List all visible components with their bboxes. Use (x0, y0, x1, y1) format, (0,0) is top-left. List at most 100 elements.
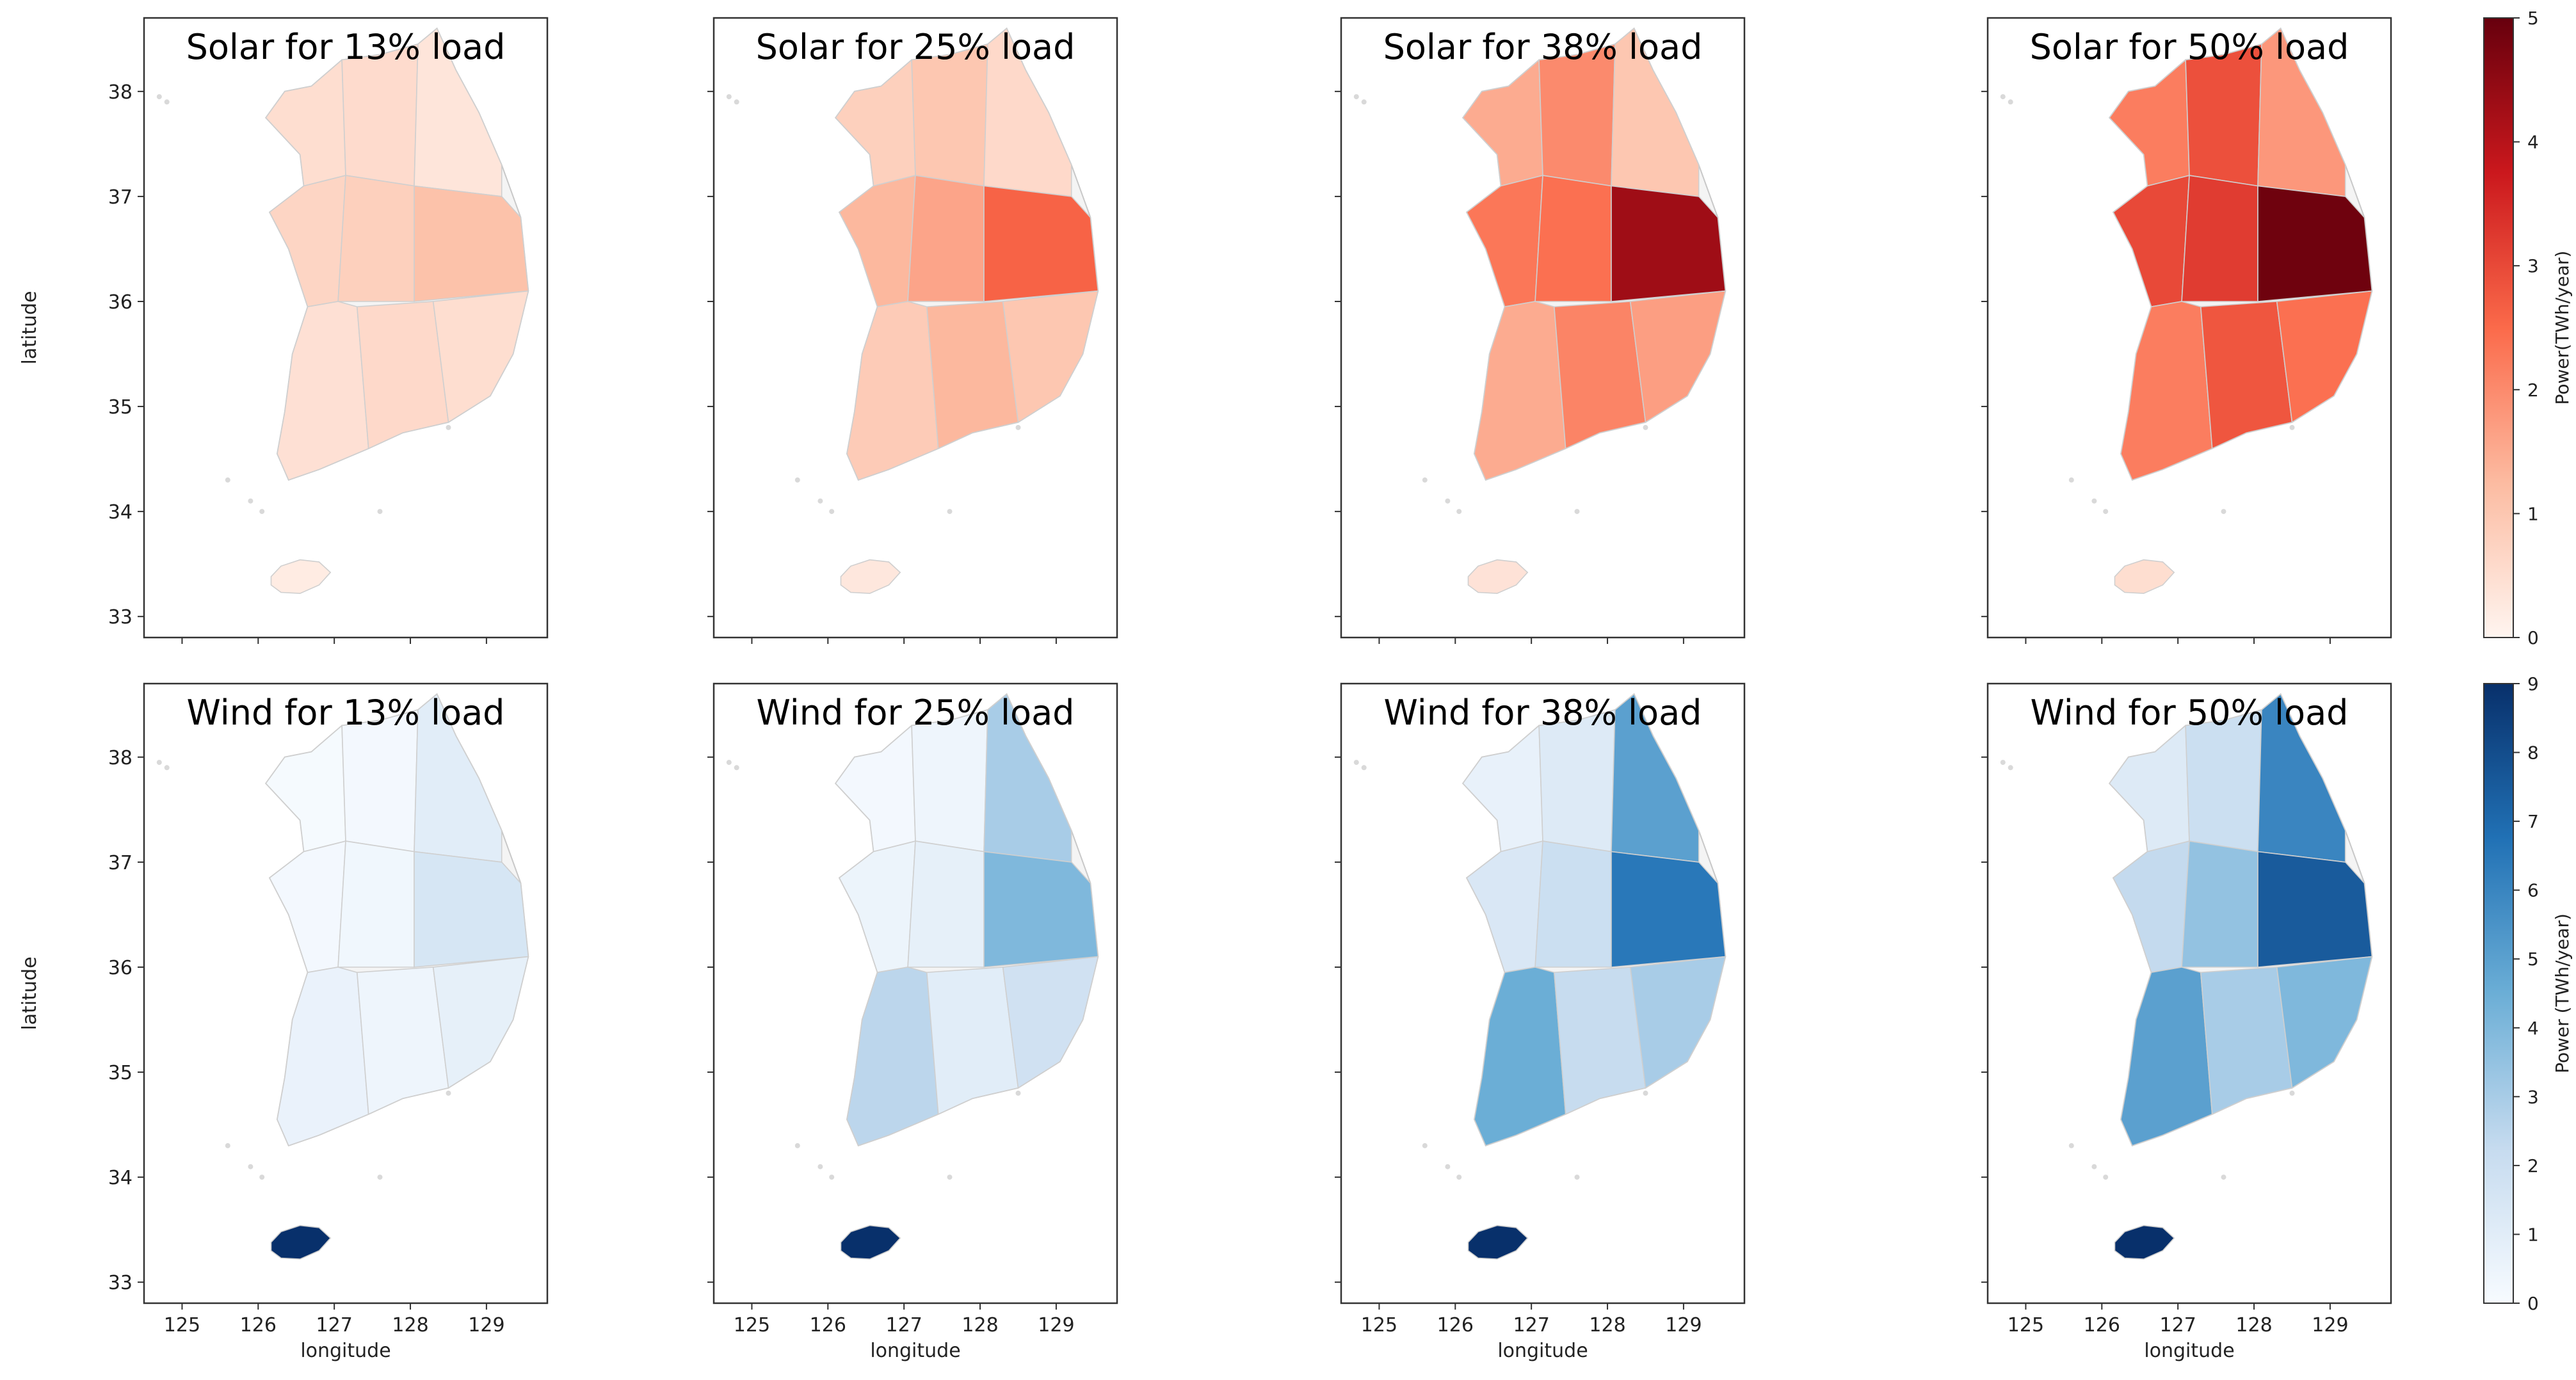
panel-5: Wind for 13% load 33 34 35 36 37 38 125 126 127 12… (19, 682, 549, 1362)
x-axis-label: longitude (1497, 1340, 1588, 1362)
region-east-central (1611, 185, 1727, 302)
island (726, 760, 732, 766)
island (225, 477, 230, 483)
region-southeast (432, 290, 529, 424)
island (1456, 1175, 1462, 1180)
region-east-central (2257, 185, 2373, 302)
panel-title: Solar for 38% load (1383, 27, 1703, 67)
region-east-central (414, 185, 529, 302)
island (2091, 1164, 2097, 1169)
island (1643, 1090, 1648, 1096)
y-tick-label: 34 (108, 501, 133, 524)
panel-title: Solar for 50% load (2030, 27, 2349, 67)
colorbar-gradient (2483, 683, 2514, 1304)
region-east-central (1611, 851, 1727, 968)
colorbar-label: Power(TWh/year) (2552, 251, 2573, 405)
region-south-central (926, 967, 1019, 1115)
x-axis-label: longitude (300, 1340, 390, 1362)
colorbar-label: Power (TWh/year) (2552, 913, 2573, 1073)
panel-4: Solar for 50% load (1981, 17, 2392, 644)
island (1574, 509, 1580, 515)
region-central (907, 175, 985, 302)
colorbar-tick-label: 1 (2527, 1224, 2539, 1245)
island (2289, 1090, 2295, 1096)
x-tick-label: 125 (734, 1314, 770, 1336)
island (1445, 498, 1451, 504)
colorbar-tick-label: 6 (2527, 880, 2539, 901)
colorbar-gradient (2483, 17, 2514, 638)
region-south-central (2200, 967, 2293, 1115)
island (734, 99, 739, 105)
panel-title: Solar for 13% load (186, 27, 506, 67)
y-tick-label: 35 (108, 1062, 133, 1084)
x-tick-label: 125 (2008, 1314, 2044, 1336)
region-jeju (840, 1224, 901, 1260)
colorbar-tick-label: 3 (2527, 255, 2539, 277)
island (1353, 94, 1359, 100)
x-axis-label: longitude (2144, 1340, 2234, 1362)
x-tick-label: 126 (2084, 1314, 2120, 1336)
x-tick-label: 128 (2235, 1314, 2272, 1336)
colorbar-tick-label: 5 (2527, 949, 2539, 970)
x-tick-label: 129 (2312, 1314, 2348, 1336)
island (156, 94, 162, 100)
island (259, 1175, 265, 1180)
region-southwest (846, 301, 939, 481)
panel-title: Wind for 38% load (1384, 693, 1702, 733)
island (2008, 765, 2013, 771)
x-tick-label: 126 (810, 1314, 846, 1336)
colorbar-tick-label: 2 (2527, 1155, 2539, 1176)
panel-8: Wind for 50% load 125 126 127 128 129 longitud… (1981, 682, 2392, 1362)
island (248, 1164, 254, 1169)
region-east-central (2257, 851, 2373, 968)
x-tick-label: 128 (1589, 1314, 1625, 1336)
island (947, 509, 953, 515)
island (2000, 760, 2006, 766)
island (248, 498, 254, 504)
y-tick-label: 36 (108, 957, 133, 979)
island (1445, 1164, 1451, 1169)
island (817, 1164, 823, 1169)
island (446, 424, 451, 430)
island (1422, 477, 1428, 483)
y-tick-label: 37 (108, 852, 133, 874)
island (794, 1143, 800, 1148)
island (2068, 1143, 2074, 1148)
x-tick-label: 125 (164, 1314, 200, 1336)
island (2091, 498, 2097, 504)
region-southeast (1002, 956, 1099, 1089)
region-southeast (2276, 290, 2373, 424)
island (1422, 1143, 1428, 1148)
region-central (907, 840, 985, 968)
colorbar-solar: 0 1 2 3 4 5 Power(TWh/year) (2483, 8, 2573, 648)
colorbar-tick-label: 9 (2527, 673, 2539, 694)
x-tick-label: 127 (1513, 1314, 1550, 1336)
panel-title: Wind for 50% load (2031, 693, 2349, 733)
region-jeju (1467, 1224, 1529, 1260)
island (1015, 424, 1021, 430)
island (156, 760, 162, 766)
region-south-central (926, 301, 1019, 449)
x-tick-label: 126 (240, 1314, 277, 1336)
panel-2: Solar for 25% load (707, 17, 1118, 644)
island (829, 509, 835, 515)
y-tick-label: 36 (108, 291, 133, 314)
island (377, 509, 383, 515)
island (259, 509, 265, 515)
region-central (1534, 175, 1612, 302)
region-central (337, 840, 415, 968)
colorbar-tick-label: 2 (2527, 380, 2539, 401)
island (1015, 1090, 1021, 1096)
region-east-central (414, 851, 529, 968)
colorbar-tick-label: 7 (2527, 811, 2539, 832)
y-tick-label: 33 (108, 1272, 133, 1294)
island (446, 1090, 451, 1096)
island (726, 94, 732, 100)
region-south-central (356, 967, 449, 1115)
panel-6: Wind for 25% load 125 126 127 128 129 longitud… (707, 682, 1118, 1362)
island (1353, 760, 1359, 766)
region-southeast (1629, 290, 1727, 424)
island (1643, 424, 1648, 430)
region-south-central (356, 301, 449, 449)
